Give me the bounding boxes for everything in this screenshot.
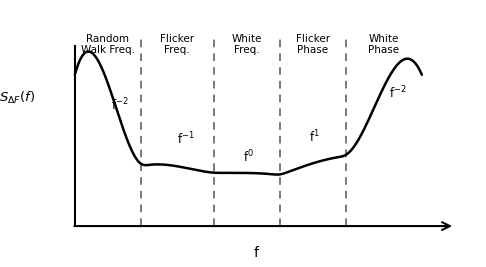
Text: f$^{-1}$: f$^{-1}$: [177, 131, 195, 147]
Text: Flicker
Freq.: Flicker Freq.: [160, 34, 194, 56]
Text: Random
Walk Freq.: Random Walk Freq.: [81, 34, 135, 56]
Text: f$^{1}$: f$^{1}$: [310, 129, 320, 145]
Text: Flicker
Phase: Flicker Phase: [295, 34, 330, 56]
Text: f$^{-2}$: f$^{-2}$: [389, 84, 406, 101]
Text: f: f: [254, 246, 259, 260]
Text: f$^{0}$: f$^{0}$: [243, 148, 254, 165]
Text: f$^{-2}$: f$^{-2}$: [111, 97, 129, 113]
Text: $S_{\Delta F}(f)$: $S_{\Delta F}(f)$: [0, 90, 35, 106]
Text: White
Phase: White Phase: [368, 34, 399, 56]
Text: White
Freq.: White Freq.: [231, 34, 262, 56]
